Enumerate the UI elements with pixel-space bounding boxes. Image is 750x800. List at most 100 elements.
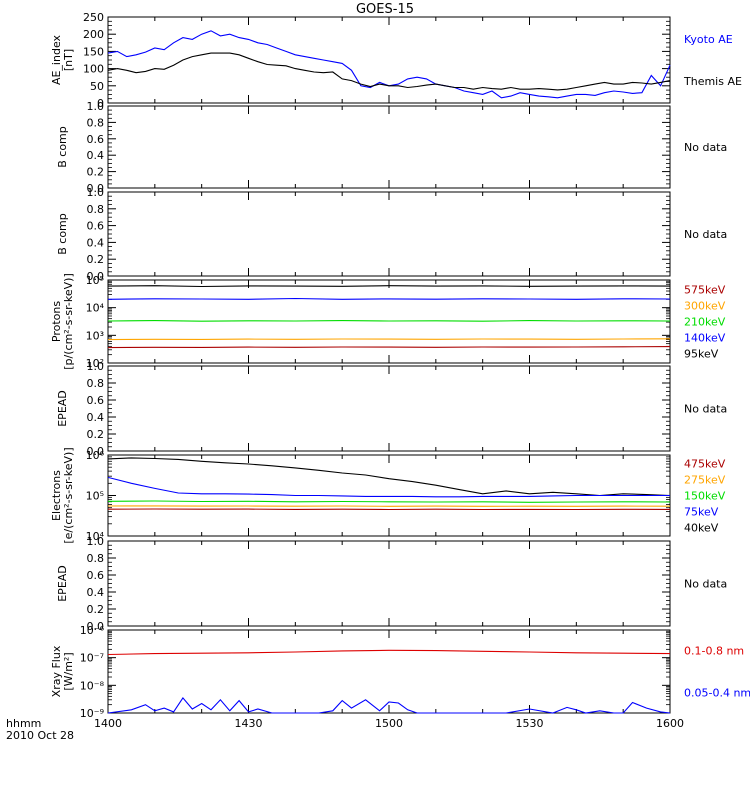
- y-tick-label: 0.4: [87, 149, 105, 162]
- y-tick-label: 1.0: [87, 360, 105, 373]
- y-tick-label: 10⁻⁸: [80, 679, 105, 692]
- legend-entry: No data: [684, 228, 727, 241]
- series-40kev: [107, 457, 671, 497]
- panel-bcomp1: 0.0 0.2 0.4 0.6 0.8 1.0 B comp No data: [56, 100, 727, 195]
- series-themis-ae: [107, 52, 671, 91]
- x-tick-label: 1530: [516, 717, 544, 730]
- y-tick-label: 1.0: [87, 535, 105, 548]
- panel-bcomp2: 0.0 0.2 0.4 0.6 0.8 1.0 B comp No data: [56, 186, 727, 283]
- y-tick-label: 0.8: [87, 203, 105, 216]
- y-tick-label: 0.2: [87, 166, 105, 179]
- legend-entry: 75keV: [684, 506, 719, 519]
- y-axis-label: Protons: [50, 301, 63, 342]
- y-tick-label: 0.2: [87, 428, 105, 441]
- y-tick-label: 1.0: [87, 186, 105, 199]
- y-tick-label: 10⁴: [86, 530, 105, 543]
- legend-entry: 575keV: [684, 284, 726, 297]
- y-tick-label: 0.2: [87, 603, 105, 616]
- y-tick-label: 10⁻⁶: [80, 624, 105, 637]
- y-tick-label: 0.4: [87, 236, 105, 249]
- series-0-1-0-8-nm: [107, 649, 671, 656]
- legend-entry: Themis AE: [683, 75, 742, 88]
- y-axis-label: EPEAD: [56, 390, 69, 427]
- y-tick-label: 250: [83, 11, 104, 24]
- legend-entry: 210keV: [684, 316, 726, 329]
- series-75kev: [107, 476, 670, 498]
- series-210kev: [107, 320, 671, 322]
- y-tick-label: 0.8: [87, 377, 105, 390]
- y-tick-label: 10⁻⁹: [80, 707, 104, 720]
- legend-entry: 150keV: [684, 490, 726, 503]
- y-tick-label: 0.6: [87, 394, 105, 407]
- y-tick-label: 0.8: [87, 552, 105, 565]
- y-tick-label: 0.0: [87, 270, 105, 283]
- panel-electrons: 10⁴ 10⁵ 10⁶ Electrons [e/(cm²-s-sr-keV)] 475k…: [50, 447, 726, 543]
- panel-ae: 0 50 100 150 200 250 AE_index [nT] Kyoto AE Themi…: [50, 11, 742, 110]
- y-tick-label: 100: [83, 63, 104, 76]
- date-label: 2010 Oct 28: [6, 729, 74, 742]
- y-tick-label: 0.0: [87, 620, 105, 633]
- y-axis-label: B comp: [56, 213, 69, 255]
- panel-frame: [107, 16, 671, 104]
- x-tick-label: 1400: [94, 717, 122, 730]
- time-unit-label: hhmm: [6, 717, 41, 730]
- legend-entry: No data: [684, 578, 727, 591]
- y-axis-label: [e/(cm²-s-sr-keV)]: [62, 447, 75, 543]
- y-tick-label: 0.2: [87, 253, 105, 266]
- x-tick-label: 1500: [375, 717, 403, 730]
- legend-entry: 140keV: [684, 332, 726, 345]
- y-tick-label: 10⁴: [86, 302, 105, 315]
- panel-protons: 10² 10³ 10⁴ 10⁵ Protons [p/(cm²-s-sr-keV)] 575…: [50, 273, 726, 370]
- panel-frame: [107, 365, 671, 452]
- y-axis-label: AE_index: [50, 34, 63, 85]
- series-575kev: [107, 346, 671, 349]
- y-tick-label: 0.8: [87, 116, 105, 129]
- series-475kev: [107, 508, 671, 511]
- panel-frame: [107, 105, 671, 189]
- y-tick-label: 10⁻⁷: [80, 652, 104, 665]
- y-tick-label: 0.0: [87, 182, 105, 195]
- y-tick-label: 10³: [86, 329, 104, 342]
- panel-epead1: 0.0 0.2 0.4 0.6 0.8 1.0 EPEAD No data: [56, 360, 727, 458]
- y-tick-label: 0.6: [87, 569, 105, 582]
- y-axis-label: B comp: [56, 126, 69, 168]
- series-140kev: [107, 297, 671, 300]
- series-kyoto-ae: [107, 30, 671, 99]
- y-axis-label: [W/m²]: [62, 652, 75, 690]
- y-tick-label: 10⁵: [86, 490, 104, 503]
- y-tick-label: 10⁶: [86, 449, 105, 462]
- x-tick-label: 1430: [235, 717, 263, 730]
- legend-entry: 0.1-0.8 nm: [684, 645, 744, 658]
- legend-entry: 0.05-0.4 nm: [684, 687, 750, 700]
- series-150kev: [107, 500, 671, 503]
- y-tick-label: 10⁵: [86, 274, 104, 287]
- y-axis-label: Xray Flux: [50, 645, 63, 697]
- legend-entry: 275keV: [684, 474, 726, 487]
- legend-entry: Kyoto AE: [684, 33, 733, 46]
- legend-entry: No data: [684, 403, 727, 416]
- y-axis-label: Electrons: [50, 470, 63, 521]
- panel-frame: [107, 540, 671, 627]
- plot-title: GOES-15: [356, 2, 414, 17]
- y-tick-label: 10²: [86, 357, 104, 370]
- y-axis-label: EPEAD: [56, 565, 69, 602]
- x-tick-label: 1600: [656, 717, 684, 730]
- y-tick-label: 0.4: [87, 586, 105, 599]
- y-tick-label: 0: [97, 97, 104, 110]
- panel-xray: 10⁻⁹ 10⁻⁸ 10⁻⁷ 10⁻⁶ Xray Flux [W/m²] 0.1-0.8 n…: [50, 624, 750, 730]
- series-300kev: [107, 338, 671, 341]
- y-tick-label: 0.0: [87, 445, 105, 458]
- y-tick-label: 0.6: [87, 133, 105, 146]
- legend-entry: 300keV: [684, 300, 726, 313]
- y-tick-label: 50: [90, 80, 104, 93]
- y-tick-label: 0.4: [87, 411, 105, 424]
- y-tick-label: 0.6: [87, 220, 105, 233]
- y-tick-label: 150: [83, 45, 104, 58]
- legend-entry: 95keV: [684, 348, 719, 361]
- panel-stack: 0 50 100 150 200 250 AE_index [nT] Kyoto AE Themi…: [50, 11, 750, 730]
- y-tick-label: 200: [83, 28, 104, 41]
- series-95kev: [107, 285, 671, 288]
- legend-entry: 40keV: [684, 522, 719, 535]
- y-axis-label: [p/(cm²-s-sr-keV)]: [62, 273, 75, 370]
